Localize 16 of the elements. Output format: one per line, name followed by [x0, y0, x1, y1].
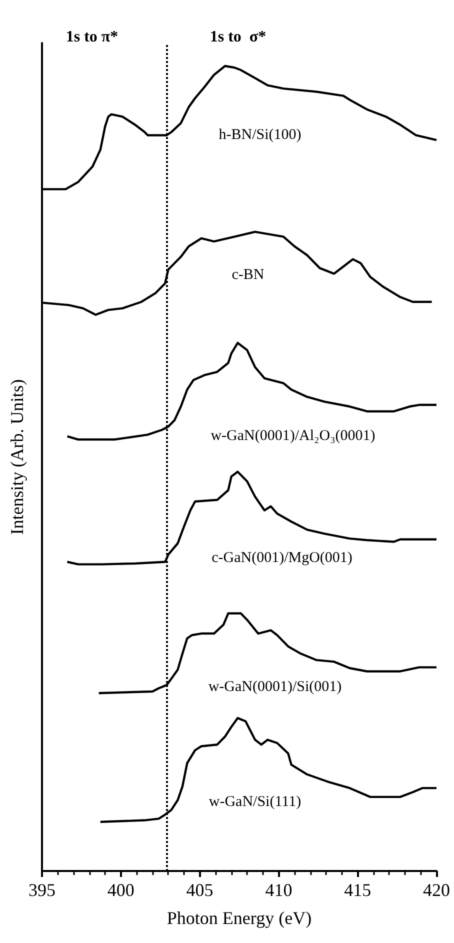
- x-tick-label: 400: [107, 880, 134, 900]
- x-tick-label: 410: [265, 880, 292, 900]
- text: 1s to π*: [66, 28, 118, 46]
- series-label: w-GaN(0001)/Si(001): [208, 679, 342, 695]
- x-tick-label: 395: [28, 880, 56, 900]
- series-label: c-BN: [232, 267, 264, 283]
- x-axis-title: Photon Energy (eV): [166, 908, 312, 928]
- text: h-BN/Si(100): [218, 127, 302, 143]
- x-tick-label: 405: [186, 880, 214, 900]
- series-label: c-GaN(001)/MgO(001): [212, 550, 352, 566]
- x-tick-label: 415: [344, 880, 372, 900]
- y-axis-title: Intensity (Arb. Units): [7, 379, 27, 535]
- text: 1s to σ*: [210, 28, 266, 46]
- x-tick-label: 420: [423, 880, 450, 900]
- series-label: w-GaN(0001)/Al₂O₃(0001): [210, 428, 376, 444]
- series-label: w-GaN/Si(111): [208, 794, 302, 810]
